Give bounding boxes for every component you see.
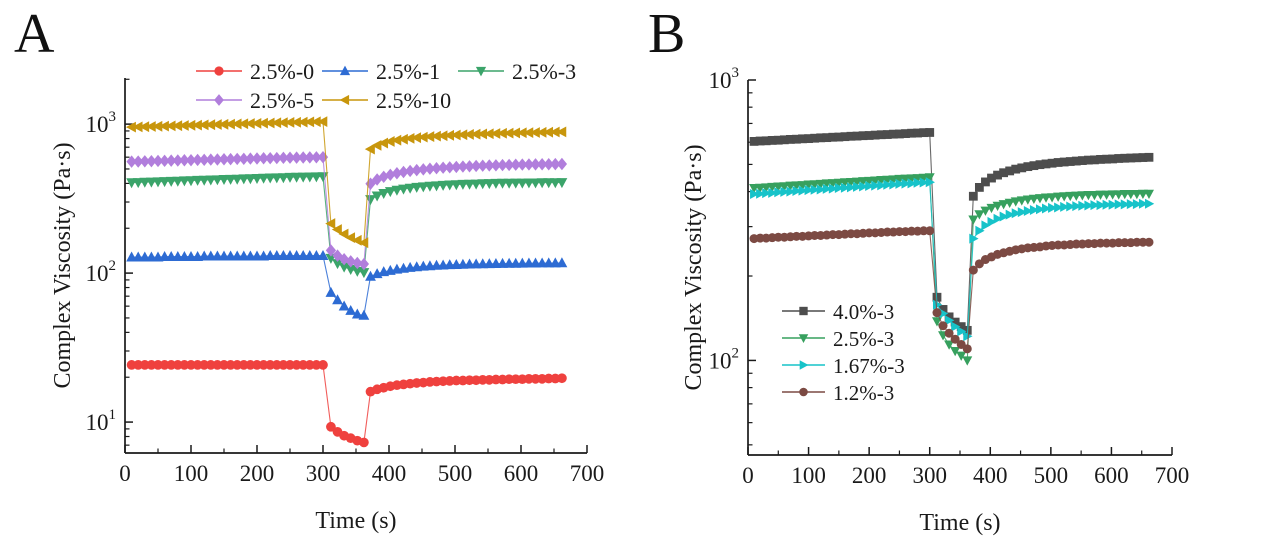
legend-marker-square (799, 306, 808, 316)
x-tick-label: 200 (240, 461, 275, 486)
x-tick-label: 700 (1155, 463, 1190, 488)
panel-B-plot: 0 100 200 300 400 500 600 700 102 103 4.0%-3 2.5%-3… (681, 65, 1189, 536)
legend: 4.0%-3 2.5%-3 1.67%-3 1.2%-3 (782, 300, 905, 405)
legend-label: 2.5%-0 (250, 59, 314, 84)
panel-b-chart: 0 100 200 300 400 500 600 700 102 103 4.0%-3 2.5%-3… (681, 65, 1189, 536)
y-tick-label: 103 (86, 109, 117, 137)
series-markers-2.5%-3 (126, 172, 568, 279)
series-markers-2.5%-1 (126, 249, 568, 320)
series-markers-1.67%-3 (750, 177, 1155, 342)
series-markers-1.2%-3 (749, 226, 1154, 354)
legend-label: 2.5%-3 (512, 59, 576, 84)
x-tick-label: 100 (174, 461, 209, 486)
legend-marker-triangle-down (798, 334, 809, 343)
x-tick-label: 500 (1034, 463, 1069, 488)
axes (747, 79, 1173, 456)
y-tick-label: 102 (86, 258, 117, 286)
y-axis-title: Complex Viscosity (Pa·s) (50, 142, 76, 388)
x-tick-label: 400 (973, 463, 1008, 488)
legend-marker-triangle-down (475, 66, 487, 77)
x-tick-label: 300 (306, 461, 341, 486)
series-markers-2.5%-3 (749, 173, 1154, 366)
x-tick-label: 400 (372, 461, 407, 486)
x-axis-title: Time (s) (315, 508, 396, 534)
x-tick-label: 300 (912, 463, 947, 488)
legend: 2.5%-0 2.5%-1 2.5%-3 2.5%-5 2.5%-10 (196, 59, 576, 113)
legend-label: 1.67%-3 (833, 354, 905, 378)
series-markers-4.0%-3 (749, 128, 1154, 335)
legend-marker-triangle-up (339, 65, 351, 76)
y-axis-title: Complex Viscosity (Pa·s) (681, 144, 707, 390)
legend-label: 1.2%-3 (833, 381, 894, 405)
y-tick-label: 103 (709, 65, 740, 93)
legend-label: 4.0%-3 (833, 300, 894, 324)
series-markers-2.5%-0 (126, 360, 567, 448)
x-tick-label: 700 (570, 461, 605, 486)
x-tick-label: 100 (791, 463, 826, 488)
x-tick-label: 500 (438, 461, 473, 486)
legend-label: 2.5%-3 (833, 327, 894, 351)
x-tick-label: 600 (1094, 463, 1129, 488)
x-tick-label: 0 (742, 463, 754, 488)
legend-marker-diamond (214, 94, 224, 106)
x-tick-label: 600 (504, 461, 539, 486)
x-tick-label: 200 (852, 463, 887, 488)
legend-label: 2.5%-10 (376, 88, 451, 113)
series-markers-2.5%-5 (126, 150, 568, 271)
legend-marker-triangle-left (339, 94, 350, 106)
legend-marker-circle (214, 66, 224, 76)
x-tick-label: 0 (119, 461, 131, 486)
panel-a-label: A (14, 3, 55, 65)
series-line-2.5%-5 (131, 156, 562, 265)
y-tick-label: 101 (86, 407, 117, 435)
legend-label: 2.5%-5 (250, 88, 314, 113)
legend-marker-triangle-right (799, 360, 809, 370)
panel-b-label: B (648, 3, 686, 65)
legend-label: 2.5%-1 (376, 59, 440, 84)
x-axis-title: Time (s) (919, 510, 1000, 536)
legend-marker-circle (799, 387, 808, 397)
y-tick-label: 102 (709, 345, 740, 373)
axes (124, 78, 588, 454)
series-markers-2.5%-10 (125, 116, 567, 249)
